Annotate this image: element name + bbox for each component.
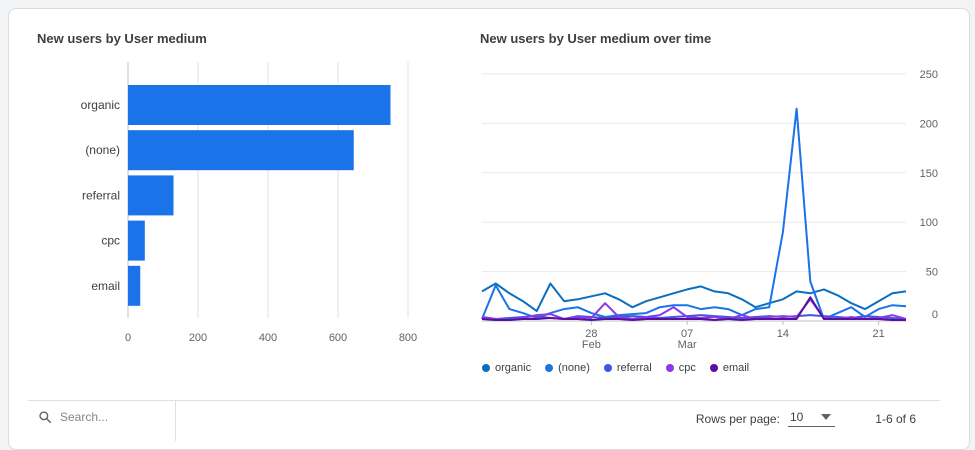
bar-x-tick-label: 0 <box>125 332 131 344</box>
bar-category-label: (none) <box>85 143 120 157</box>
line-x-tick-label: 14 <box>777 328 789 340</box>
bar-email <box>128 265 141 306</box>
search-divider <box>175 401 176 441</box>
legend-dot-icon <box>709 364 718 372</box>
legend-item-none[interactable]: (none) <box>545 362 590 374</box>
line-chart-legend: organic (none) referral cpc email <box>482 362 749 374</box>
pagination-bar: Rows per page: 10 1-6 of 6 <box>696 410 916 427</box>
legend-dot-icon <box>545 364 554 372</box>
line-y-tick-label: 0 <box>932 309 938 321</box>
bar-x-tick-label: 800 <box>399 332 417 344</box>
series-line-email <box>481 296 906 321</box>
legend-dot-icon <box>482 364 490 372</box>
bar-category-label: email <box>91 279 120 293</box>
rows-per-page-select[interactable]: 10 <box>787 410 836 427</box>
report-card: New users by User medium New users by Us… <box>8 8 970 450</box>
bar-organic <box>128 85 391 125</box>
bar-category-label: referral <box>82 188 120 202</box>
table-divider <box>28 400 940 401</box>
search-icon <box>39 411 52 424</box>
bar-x-tick-label: 200 <box>189 332 207 344</box>
line-chart-title: New users by User medium over time <box>480 31 712 46</box>
bar-referral <box>128 175 174 216</box>
bar-x-tick-label: 600 <box>329 332 347 344</box>
dropdown-arrow-icon <box>821 414 832 420</box>
legend-item-email[interactable]: email <box>709 362 750 374</box>
legend-item-referral[interactable]: referral <box>603 362 652 374</box>
legend-item-organic[interactable]: organic <box>482 362 531 374</box>
legend-dot-icon <box>603 364 612 372</box>
legend-label: (none) <box>558 362 590 374</box>
table-search[interactable]: Search... <box>38 410 108 424</box>
bar-category-label: organic <box>81 98 120 112</box>
bar-category-label: cpc <box>101 234 120 248</box>
rows-per-page-label: Rows per page: <box>695 411 780 426</box>
bar-cpc <box>128 220 145 261</box>
line-x-tick-month: Mar <box>678 339 697 351</box>
line-y-tick-label: 200 <box>920 118 938 130</box>
line-y-tick-label: 50 <box>926 267 938 279</box>
rows-per-page-value: 10 <box>789 410 804 424</box>
legend-dot-icon <box>665 364 674 372</box>
legend-label: cpc <box>678 362 696 374</box>
line-y-tick-label: 100 <box>920 217 938 229</box>
bar-chart: 0 200 400 600 800 organic (none) referral cpc ema… <box>81 62 417 344</box>
line-x-tick-month: Feb <box>582 339 601 351</box>
line-y-tick-label: 250 <box>920 69 938 81</box>
legend-label: referral <box>616 362 652 374</box>
legend-item-cpc[interactable]: cpc <box>665 362 696 374</box>
bar-x-tick-label: 400 <box>259 332 277 344</box>
series-line-none <box>481 107 907 320</box>
pagination-range: 1-6 of 6 <box>875 411 916 426</box>
search-input[interactable]: Search... <box>60 410 109 424</box>
bar-chart-title: New users by User medium <box>37 31 207 46</box>
line-y-tick-label: 150 <box>920 168 938 180</box>
bar-none <box>128 130 354 171</box>
line-x-tick-label: 21 <box>873 328 885 340</box>
legend-label: email <box>722 362 750 374</box>
series-line-organic <box>481 282 907 313</box>
line-x-tick-label: 07 <box>681 328 693 340</box>
line-x-tick-label: 28 <box>585 328 597 340</box>
legend-label: organic <box>495 362 532 374</box>
